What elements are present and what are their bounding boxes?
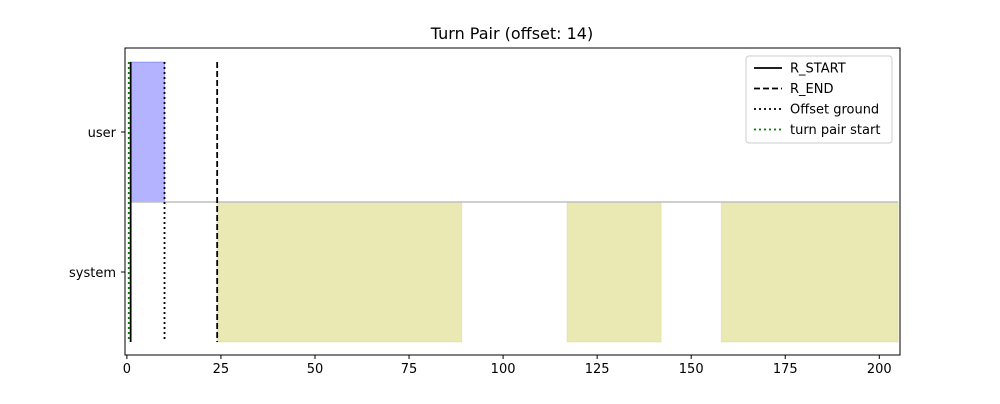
legend-label: Offset ground xyxy=(790,103,879,118)
x-tick-label: 25 xyxy=(213,362,230,377)
y-tick-label: system xyxy=(69,266,116,281)
x-tick-label: 125 xyxy=(585,362,610,377)
chart-title: Turn Pair (offset: 14) xyxy=(430,24,593,43)
plot-area: 0 25 50 75 100 125 150 175 200 user system xyxy=(69,47,901,377)
legend-box xyxy=(745,55,893,144)
x-tick-label: 100 xyxy=(491,362,516,377)
y-tick-label: user xyxy=(88,126,117,141)
segment-system-0 xyxy=(216,201,463,343)
x-tick-label: 175 xyxy=(773,362,798,377)
legend-label: R_START xyxy=(790,62,846,77)
x-tick-label: 50 xyxy=(307,362,324,377)
legend-label: R_END xyxy=(790,82,833,97)
segment-system-1 xyxy=(566,201,662,343)
x-tick-label: 0 xyxy=(123,362,131,377)
legend-label: turn pair start xyxy=(790,123,880,138)
x-tick-label: 150 xyxy=(679,362,704,377)
segment-user-0 xyxy=(130,61,166,203)
x-tick-label: 75 xyxy=(401,362,418,377)
segment-system-2 xyxy=(720,201,899,343)
axes-frame xyxy=(124,47,901,356)
legend: R_START R_END Offset ground turn pair start xyxy=(745,55,893,144)
x-tick-label: 200 xyxy=(867,362,892,377)
